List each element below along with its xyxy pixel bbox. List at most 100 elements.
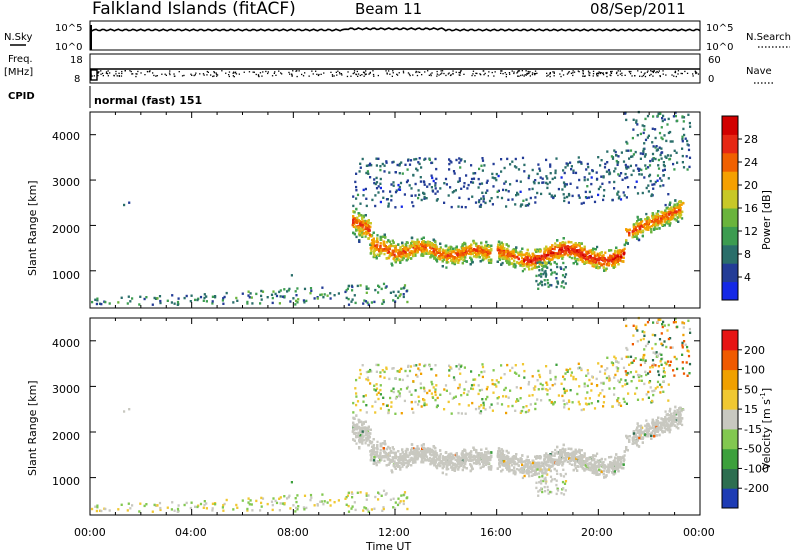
power-cell (289, 300, 292, 303)
nave-point (193, 74, 195, 77)
power-cell (108, 302, 111, 305)
power-cell (609, 256, 612, 260)
power-cell (677, 210, 680, 214)
power-cell (350, 300, 353, 303)
nave-point (500, 70, 502, 72)
power-cell (523, 268, 526, 271)
power-cell (395, 255, 399, 258)
power-cell (578, 243, 581, 246)
nave-point (644, 75, 647, 78)
power-cell (666, 206, 669, 210)
power-cell (465, 251, 468, 255)
nave-point (578, 71, 580, 73)
power-cell (503, 253, 506, 256)
nave-point (621, 72, 623, 74)
power-cell (559, 248, 562, 252)
power-cell (320, 293, 323, 296)
nave-point (598, 71, 600, 73)
power-cell (498, 243, 502, 246)
power-cell (600, 251, 603, 254)
sky-noise-tick-bottom-right: 10^0 (706, 42, 733, 53)
power-cell (403, 248, 407, 251)
power-cell (394, 244, 397, 248)
power-cell (667, 216, 670, 220)
power-cell (575, 245, 578, 248)
power-cell (387, 239, 390, 242)
power-cell (556, 239, 559, 242)
power-cell (596, 245, 599, 249)
power-cell (525, 252, 528, 256)
power-cell (156, 297, 159, 300)
nave-point (363, 71, 365, 73)
power-cell (659, 217, 663, 220)
nave-point (392, 72, 394, 74)
nave-point (479, 73, 481, 75)
nave-point (630, 70, 632, 73)
power-cell (159, 301, 162, 305)
power-cell (645, 212, 648, 216)
nave-point (677, 73, 679, 75)
power-cell (457, 252, 460, 255)
power-cell (295, 294, 298, 297)
power-cell (446, 254, 449, 257)
nave-point (232, 72, 234, 74)
power-cell (173, 302, 176, 305)
nave-point (353, 72, 355, 74)
power-cell (604, 268, 607, 272)
nave-point (341, 74, 343, 76)
nave-point (365, 70, 367, 72)
power-cell (507, 260, 510, 263)
nave-point (107, 70, 109, 72)
nave-point (431, 72, 433, 74)
power-cell (501, 261, 504, 265)
power-cell (345, 296, 348, 300)
nave-point (91, 75, 93, 77)
power-cell (469, 250, 472, 254)
power-cell (452, 250, 456, 253)
power-cell (250, 296, 253, 299)
power-cell (418, 246, 421, 250)
power-cell (454, 259, 457, 262)
nave-point (502, 73, 504, 75)
nave-point (221, 70, 223, 72)
nave-point (572, 72, 574, 74)
power-cell (640, 220, 643, 224)
power-cell (484, 244, 487, 247)
nave-point (357, 73, 360, 75)
nave-point (658, 70, 660, 72)
nave-point (521, 70, 523, 72)
nave-point (352, 72, 354, 75)
nave-point (416, 74, 419, 77)
power-cell (389, 291, 392, 294)
power-cell (669, 201, 672, 204)
power-cell (429, 256, 432, 259)
power-cell (379, 238, 382, 241)
power-cell (381, 248, 384, 251)
cpid-label: CPID (8, 91, 35, 102)
nave-point (488, 71, 490, 73)
power-cell (131, 297, 134, 300)
nave-point (589, 72, 591, 74)
power-cell (205, 300, 208, 303)
nave-point (113, 74, 115, 77)
nave-point (692, 75, 694, 77)
power-cell (633, 228, 636, 231)
power-cell (465, 248, 468, 251)
nave-point (644, 72, 646, 74)
power-cell (261, 290, 265, 293)
power-cell (666, 211, 669, 214)
power-cell (608, 249, 611, 252)
power-cell (473, 251, 476, 254)
power-cell (347, 297, 350, 301)
power-cell (506, 250, 509, 253)
power-cell (468, 249, 471, 252)
power-cell (655, 227, 658, 230)
power-cell (652, 223, 655, 226)
power-cell (417, 240, 420, 244)
power-cell (309, 292, 312, 295)
nave-point (385, 70, 387, 72)
power-cell (360, 214, 363, 217)
power-cell (510, 257, 513, 260)
power-cell (281, 295, 284, 298)
nave-point (415, 71, 417, 74)
